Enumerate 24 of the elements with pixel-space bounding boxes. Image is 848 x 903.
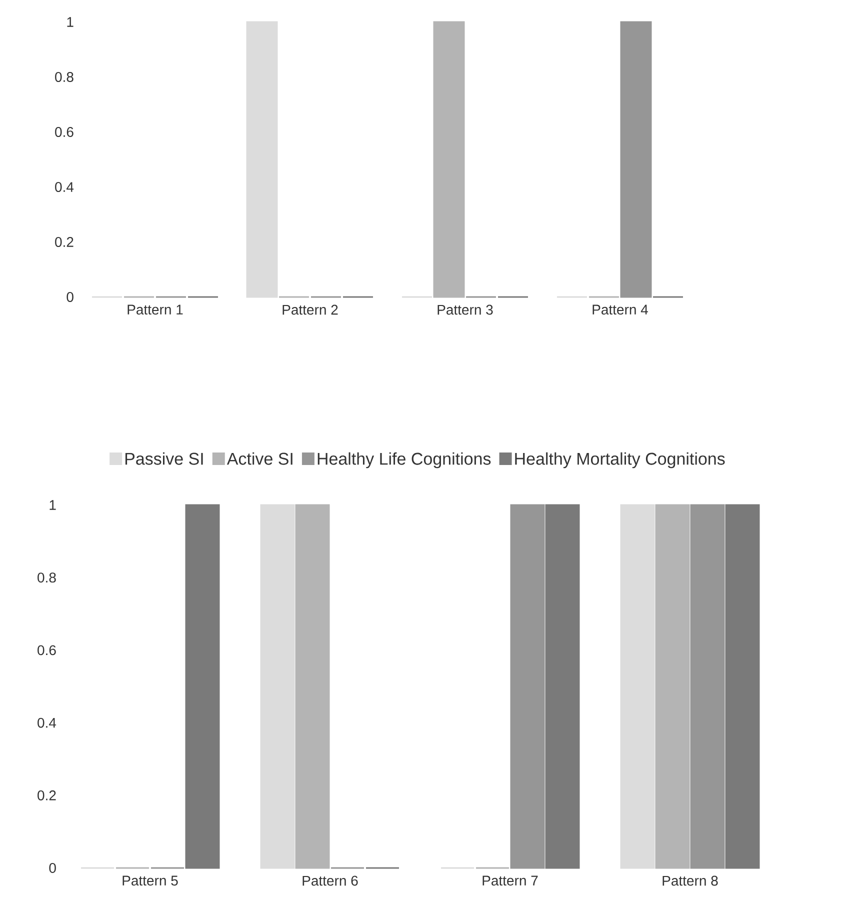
x-tick-label: Pattern 6 — [302, 876, 358, 886]
y-tick-label: 0.6 — [38, 645, 56, 656]
y-tick-label: 0.6 — [55, 127, 74, 137]
x-tick-label: Pattern 4 — [592, 304, 648, 315]
y-tick-label: 0.8 — [55, 72, 74, 82]
legend-label: Healthy Life Cognitions — [318, 452, 491, 468]
y-tick-label: 0.4 — [38, 718, 56, 728]
y-tick-label: 0 — [49, 863, 56, 873]
y-tick-label: 1 — [67, 17, 74, 27]
y-tick-label: 0 — [66, 292, 74, 302]
y-tick-label: 0.4 — [55, 182, 74, 192]
y-tick-label: 0.2 — [38, 790, 56, 800]
legend-label: Passive SI — [125, 452, 203, 465]
x-tick-label: Pattern 1 — [128, 304, 183, 315]
x-tick-label: Pattern 2 — [282, 304, 338, 315]
legend-label: Active SI — [226, 452, 292, 465]
x-tick-label: Pattern 5 — [122, 876, 178, 886]
y-tick-label: 0.2 — [55, 237, 74, 247]
legend-label: Healthy Mortality Cognitions — [515, 452, 725, 468]
y-tick-label: 1 — [50, 500, 56, 510]
x-tick-label: Pattern 8 — [662, 876, 718, 886]
x-tick-label: Pattern 3 — [438, 304, 493, 315]
x-tick-label: Pattern 7 — [482, 876, 538, 886]
y-tick-label: 0.8 — [38, 572, 56, 583]
